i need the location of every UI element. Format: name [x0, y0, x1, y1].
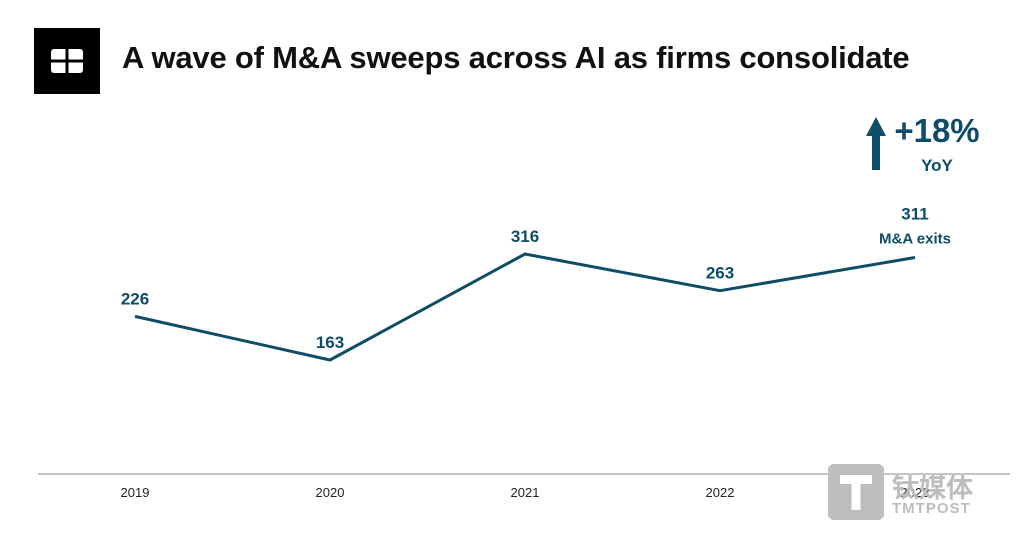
x-tick-2021: 2021: [511, 485, 540, 500]
series-line: [134, 252, 916, 362]
data-label-2022: 263: [706, 264, 734, 283]
yoy-callout: +18% YoY: [866, 112, 980, 175]
data-label-2021: 316: [511, 227, 539, 246]
x-tick-2020: 2020: [316, 485, 345, 500]
x-tick-2019: 2019: [121, 485, 150, 500]
x-tick-2022: 2022: [706, 485, 735, 500]
tmtpost-logo-icon: [828, 464, 884, 520]
arrow-up-icon: [866, 117, 886, 170]
annotation-label: M&A exits: [879, 230, 951, 247]
data-label-2023: 311: [901, 204, 928, 223]
cb-insights-logo-icon: [34, 28, 100, 94]
yoy-period: YoY: [921, 156, 953, 175]
watermark-chinese: 钛媒体: [892, 473, 973, 503]
watermark-english: TMTPOST: [892, 500, 971, 517]
yoy-change: +18%: [894, 112, 979, 149]
data-label-2020: 163: [316, 333, 344, 352]
x-tick-2023: 2023: [901, 485, 930, 500]
data-label-2019: 226: [121, 289, 149, 308]
tmtpost-watermark: 钛媒体 TMTPOST: [828, 464, 988, 524]
chart-title: A wave of M&A sweeps across AI as firms …: [122, 40, 910, 75]
